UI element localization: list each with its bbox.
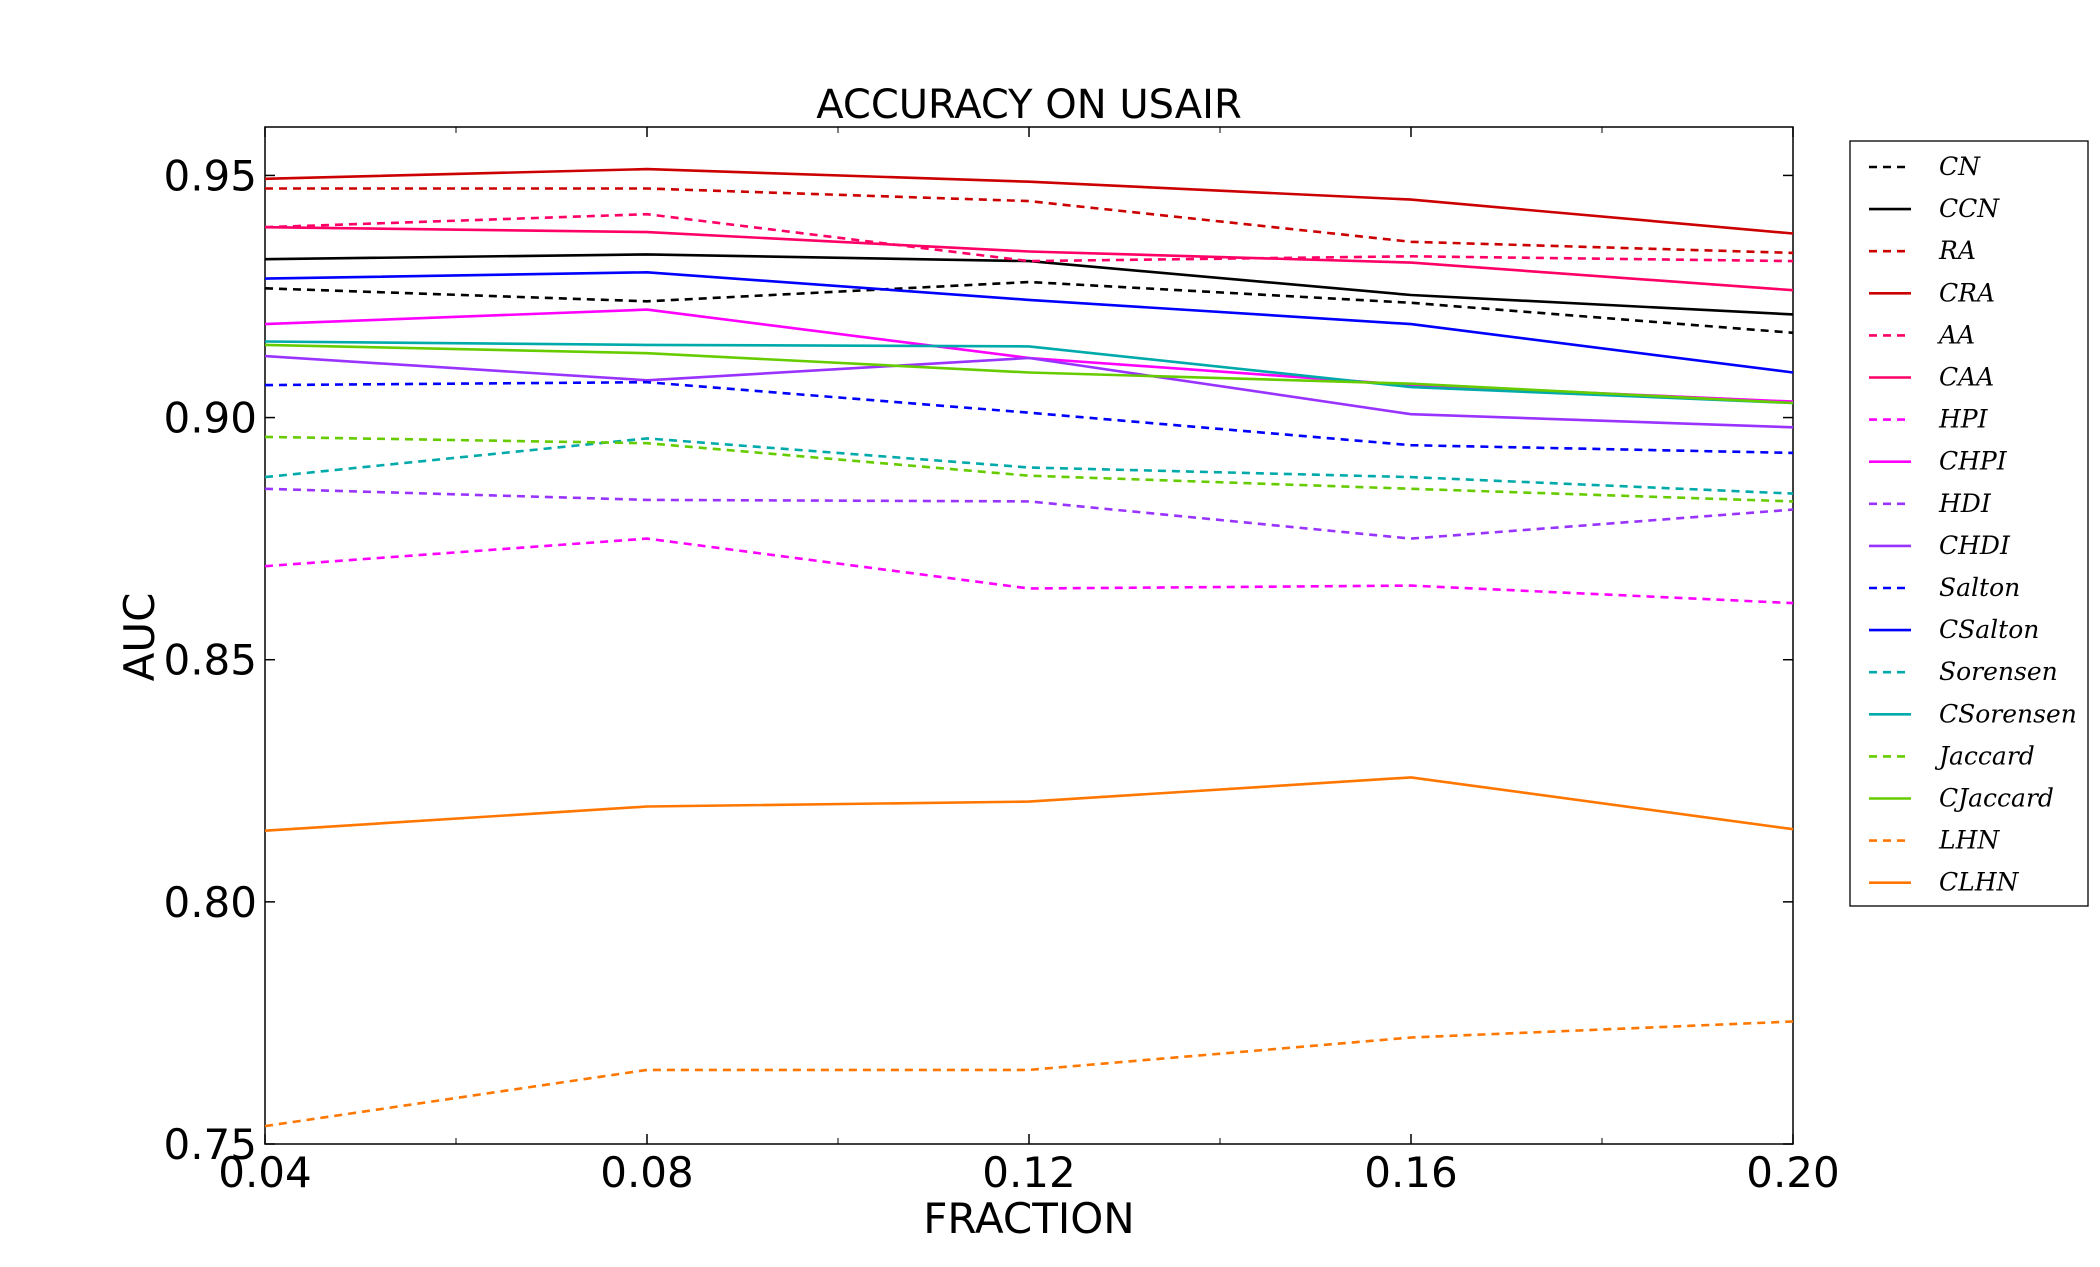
y-tick-label: 0.75 [163,1120,257,1169]
y-tick-label: 0.95 [163,151,257,200]
series-line-cjaccard [264,343,1794,405]
legend-box [1849,140,2089,907]
x-tick-label: 0.16 [1364,1148,1458,1197]
legend-label-csalton: CSalton [1939,615,2039,644]
series-line-aa [264,212,1794,263]
chart-title: ACCURACY ON USAIR [816,82,1242,128]
series-line-ra [265,187,1794,255]
legend-label-chdi: CHDI [1939,531,2011,560]
legend-label-hdi: HDI [1938,489,1992,518]
series-line-chpi [264,308,1794,403]
legend-label-clhn: CLHN [1939,868,2020,897]
series-line-clhn [264,776,1794,832]
y-tick-label: 0.85 [163,636,257,685]
legend-label-cn: CN [1939,152,1981,181]
y-axis-label: AUC [115,593,164,682]
legend-label-lhn: LHN [1938,826,2000,855]
series-line-hdi [264,487,1794,540]
plot-frame [264,126,1794,1145]
series-line-caa [264,225,1794,292]
legend-label-chpi: CHPI [1939,447,2008,476]
series-line-csalton [264,270,1794,374]
x-tick-label: 0.04 [218,1148,312,1197]
plot-area: 0.04 0.08 0.12 0.16 0.20 0.75 0.80 0.85 0.90 0.95 [163,126,1840,1197]
legend-label-cra: CRA [1939,278,1995,307]
legend-label-cjaccard: CJaccard [1939,784,2054,813]
legend-label-sorensen: Sorensen [1939,657,2058,686]
legend: CN CCN RA CRA AA CAA HPI CHPI HDI CHDI Salton CSalt… [1849,140,2089,907]
legend-label-salton: Salton [1939,573,2020,602]
legend-label-csorensen: CSorensen [1939,699,2077,728]
series-line-lhn [264,1020,1794,1128]
legend-label-jaccard: Jaccard [1934,741,2035,770]
legend-label-aa: AA [1937,320,1975,349]
y-tick-label: 0.80 [163,878,257,927]
x-tick-label: 0.20 [1746,1148,1840,1197]
series-line-hpi [264,537,1794,605]
series-line-csorensen [264,340,1794,405]
series-line-cn [264,280,1794,335]
series-line-sorensen [264,437,1794,495]
legend-label-hpi: HPI [1938,405,1989,434]
series-line-ccn [264,253,1794,316]
series-line-jaccard [264,435,1794,503]
legend-label-caa: CAA [1939,363,1994,392]
x-axis-label: FRACTION [923,1194,1134,1243]
legend-label-ccn: CCN [1939,194,2000,223]
x-tick-label: 0.12 [982,1148,1076,1197]
series-line-chdi [264,354,1794,429]
y-tick-label: 0.90 [163,394,257,443]
legend-label-ra: RA [1938,236,1976,265]
x-tick-label: 0.08 [600,1148,694,1197]
series-line-cra [264,167,1794,235]
series-line-salton [264,380,1794,455]
